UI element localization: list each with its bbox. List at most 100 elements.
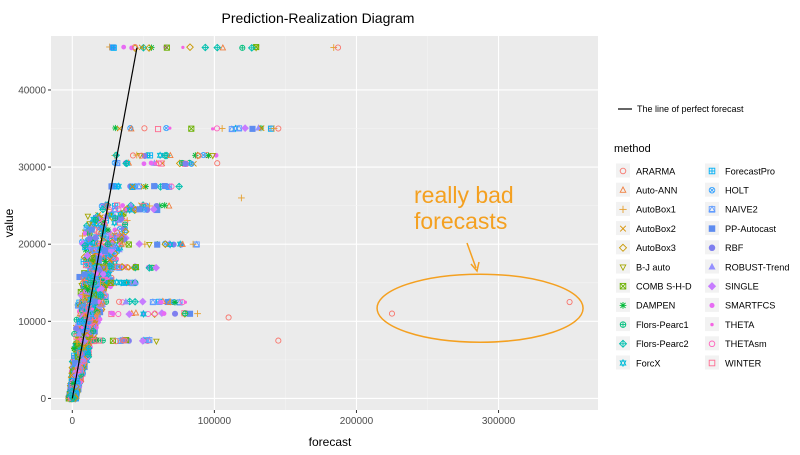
data-point — [127, 124, 135, 132]
data-point — [79, 232, 86, 240]
data-point — [203, 151, 211, 159]
legend-label: THETA — [725, 320, 755, 330]
legend-key-bg — [616, 240, 630, 255]
legend-marker — [618, 339, 628, 348]
data-point — [85, 338, 93, 346]
data-point — [145, 44, 153, 52]
data-point — [117, 278, 125, 287]
data-point — [249, 125, 256, 132]
legend-marker — [618, 243, 628, 252]
data-point — [138, 152, 145, 159]
data-point — [145, 241, 153, 249]
legend-label: HOLT — [725, 186, 749, 196]
data-point — [84, 286, 91, 293]
data-point — [131, 297, 139, 306]
y-tick-label: 20000 — [18, 240, 46, 251]
data-point — [107, 279, 114, 286]
y-tick-label: 30000 — [18, 163, 46, 174]
data-point — [194, 310, 201, 318]
data-point — [165, 202, 173, 209]
data-point — [158, 160, 165, 167]
data-point — [90, 307, 95, 311]
data-point — [154, 126, 162, 133]
data-point — [75, 330, 83, 337]
data-point — [122, 221, 129, 228]
data-point — [213, 125, 221, 132]
data-point — [211, 127, 215, 131]
data-point — [154, 241, 161, 248]
data-point — [149, 205, 158, 214]
annotation: really bad forecasts — [376, 182, 584, 343]
chart-title: Prediction-Realization Diagram — [222, 10, 415, 26]
data-point — [131, 278, 139, 285]
data-point — [96, 290, 105, 299]
legend-label: DAMPEN — [636, 301, 675, 311]
legend-key-bg — [705, 355, 719, 370]
legend-item: AutoBox1 — [616, 201, 676, 216]
data-point — [225, 314, 232, 321]
legend-label: THETAsm — [725, 339, 767, 349]
legend-marker — [708, 225, 716, 232]
data-point — [121, 337, 128, 344]
data-point — [110, 44, 117, 51]
x-tick-label: 0 — [70, 416, 76, 427]
legend-marker — [619, 167, 627, 175]
data-point — [80, 325, 84, 330]
data-point — [140, 310, 147, 318]
legend-marker — [619, 225, 627, 232]
data-point — [120, 203, 126, 208]
data-point — [125, 241, 132, 248]
annotation-line-1: really bad — [414, 182, 514, 208]
highlighted-point — [388, 310, 396, 317]
data-point — [152, 263, 161, 272]
legend: The line of perfect forecast method ARAR… — [614, 104, 790, 370]
legend-label: Flors-Pearc1 — [636, 320, 689, 330]
axes: 0 100000 200000 300000 0 10000 20000 30000 40000 — [18, 85, 515, 427]
data-point — [334, 44, 342, 51]
data-point — [82, 230, 88, 236]
data-point — [118, 262, 126, 271]
data-point — [118, 240, 125, 248]
data-point — [83, 331, 92, 340]
data-point — [82, 262, 90, 269]
data-point — [141, 161, 147, 167]
legend-item: SINGLE — [705, 278, 759, 293]
data-point — [136, 206, 143, 213]
data-point — [112, 215, 119, 222]
legend-marker — [709, 302, 715, 308]
data-point — [81, 241, 89, 250]
legend-marker — [708, 167, 716, 175]
data-point — [241, 124, 250, 133]
legend-label: AutoBox2 — [636, 224, 676, 234]
data-point — [214, 160, 221, 167]
legend-label: ForecastPro — [725, 166, 775, 176]
data-point — [73, 338, 81, 346]
data-point — [76, 309, 84, 317]
legend-marker — [619, 205, 627, 214]
data-point — [158, 299, 164, 305]
grid — [51, 36, 598, 410]
data-point — [116, 244, 124, 252]
legend-label: PP-Autocast — [725, 224, 777, 234]
legend-marker — [710, 322, 714, 327]
data-point — [79, 318, 86, 325]
data-point — [99, 205, 107, 214]
data-point — [115, 310, 122, 318]
legend-key-bg — [616, 355, 630, 370]
legend-marker — [619, 358, 627, 368]
data-point — [155, 160, 162, 167]
legend-label: ARARMA — [636, 166, 676, 176]
data-point — [121, 44, 127, 50]
data-point — [141, 125, 148, 132]
legend-item: NAIVE2 — [705, 201, 758, 216]
legend-marker — [707, 282, 717, 291]
data-point — [171, 299, 179, 306]
data-point — [91, 298, 98, 305]
data-point — [163, 44, 170, 51]
legend-item: THETAsm — [705, 336, 767, 351]
data-point — [201, 43, 210, 52]
data-point — [275, 125, 282, 132]
legend-label: WINTER — [725, 358, 762, 368]
data-point — [92, 216, 99, 223]
